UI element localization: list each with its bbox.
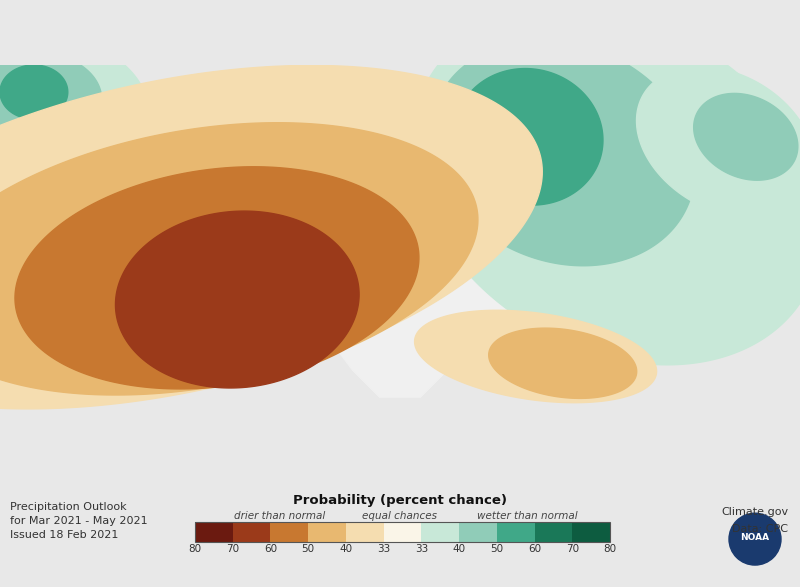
Bar bbox=[195, 522, 233, 542]
Text: 40: 40 bbox=[339, 544, 353, 554]
Text: Probability (percent chance): Probability (percent chance) bbox=[293, 494, 507, 507]
Text: 60: 60 bbox=[264, 544, 277, 554]
Text: 33: 33 bbox=[377, 544, 390, 554]
Text: Climate.gov: Climate.gov bbox=[721, 507, 788, 517]
Polygon shape bbox=[115, 211, 359, 388]
Text: NOAA: NOAA bbox=[741, 532, 770, 542]
Bar bbox=[459, 522, 497, 542]
Bar bbox=[422, 522, 459, 542]
Polygon shape bbox=[0, 65, 68, 119]
Polygon shape bbox=[0, 123, 478, 395]
Bar bbox=[572, 522, 610, 542]
Polygon shape bbox=[637, 67, 800, 218]
Polygon shape bbox=[430, 41, 695, 266]
Polygon shape bbox=[15, 167, 419, 389]
Text: Precipitation Outlook: Precipitation Outlook bbox=[10, 502, 126, 512]
Text: Data: CPC: Data: CPC bbox=[732, 524, 788, 534]
Text: equal chances: equal chances bbox=[362, 511, 438, 521]
Polygon shape bbox=[14, 85, 786, 397]
Bar bbox=[233, 522, 270, 542]
Text: 60: 60 bbox=[528, 544, 541, 554]
Polygon shape bbox=[454, 69, 603, 205]
Text: 40: 40 bbox=[453, 544, 466, 554]
Bar bbox=[308, 522, 346, 542]
Bar bbox=[497, 522, 534, 542]
Circle shape bbox=[729, 513, 781, 565]
Text: drier than normal: drier than normal bbox=[234, 511, 326, 521]
Text: for Mar 2021 - May 2021: for Mar 2021 - May 2021 bbox=[10, 516, 148, 526]
Text: Issued 18 Feb 2021: Issued 18 Feb 2021 bbox=[10, 530, 118, 540]
Polygon shape bbox=[414, 311, 657, 403]
Polygon shape bbox=[0, 65, 542, 409]
Polygon shape bbox=[489, 328, 637, 399]
Bar bbox=[270, 522, 308, 542]
Polygon shape bbox=[412, 9, 800, 365]
Text: 50: 50 bbox=[490, 544, 503, 554]
Text: 70: 70 bbox=[566, 544, 579, 554]
Bar bbox=[534, 522, 572, 542]
Text: 80: 80 bbox=[603, 544, 617, 554]
Polygon shape bbox=[0, 32, 148, 171]
Text: 33: 33 bbox=[414, 544, 428, 554]
Bar bbox=[384, 522, 422, 542]
Bar bbox=[195, 522, 610, 542]
Bar bbox=[346, 522, 384, 542]
Text: 80: 80 bbox=[189, 544, 202, 554]
Text: wetter than normal: wetter than normal bbox=[477, 511, 578, 521]
Polygon shape bbox=[0, 53, 102, 140]
Polygon shape bbox=[694, 93, 798, 180]
Text: 50: 50 bbox=[302, 544, 314, 554]
Text: 70: 70 bbox=[226, 544, 239, 554]
